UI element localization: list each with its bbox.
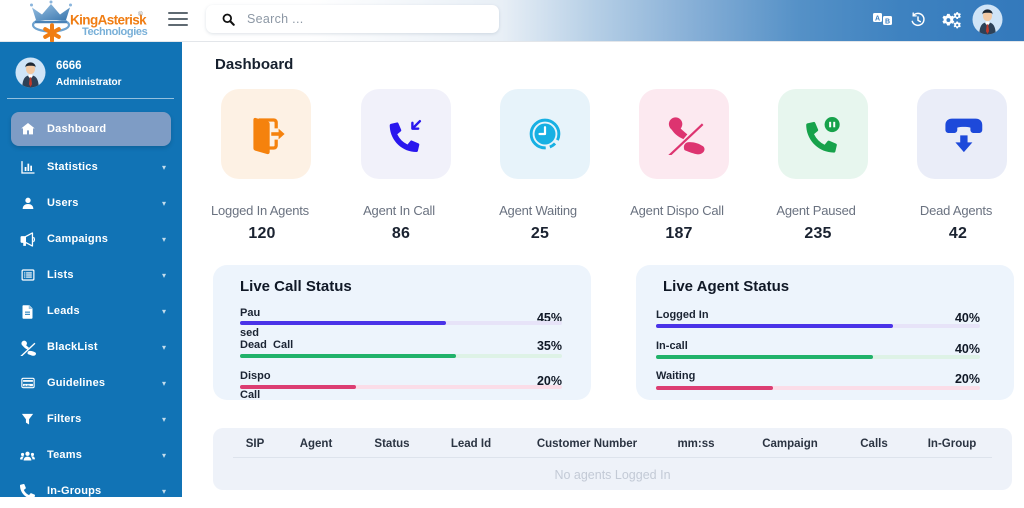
svg-text:Technologies: Technologies [82,26,148,38]
svg-text:KingAsterisk: KingAsterisk [70,13,147,28]
svg-text:®: ® [138,10,143,18]
svg-text:A: A [875,15,880,22]
svg-text:B: B [885,18,890,25]
